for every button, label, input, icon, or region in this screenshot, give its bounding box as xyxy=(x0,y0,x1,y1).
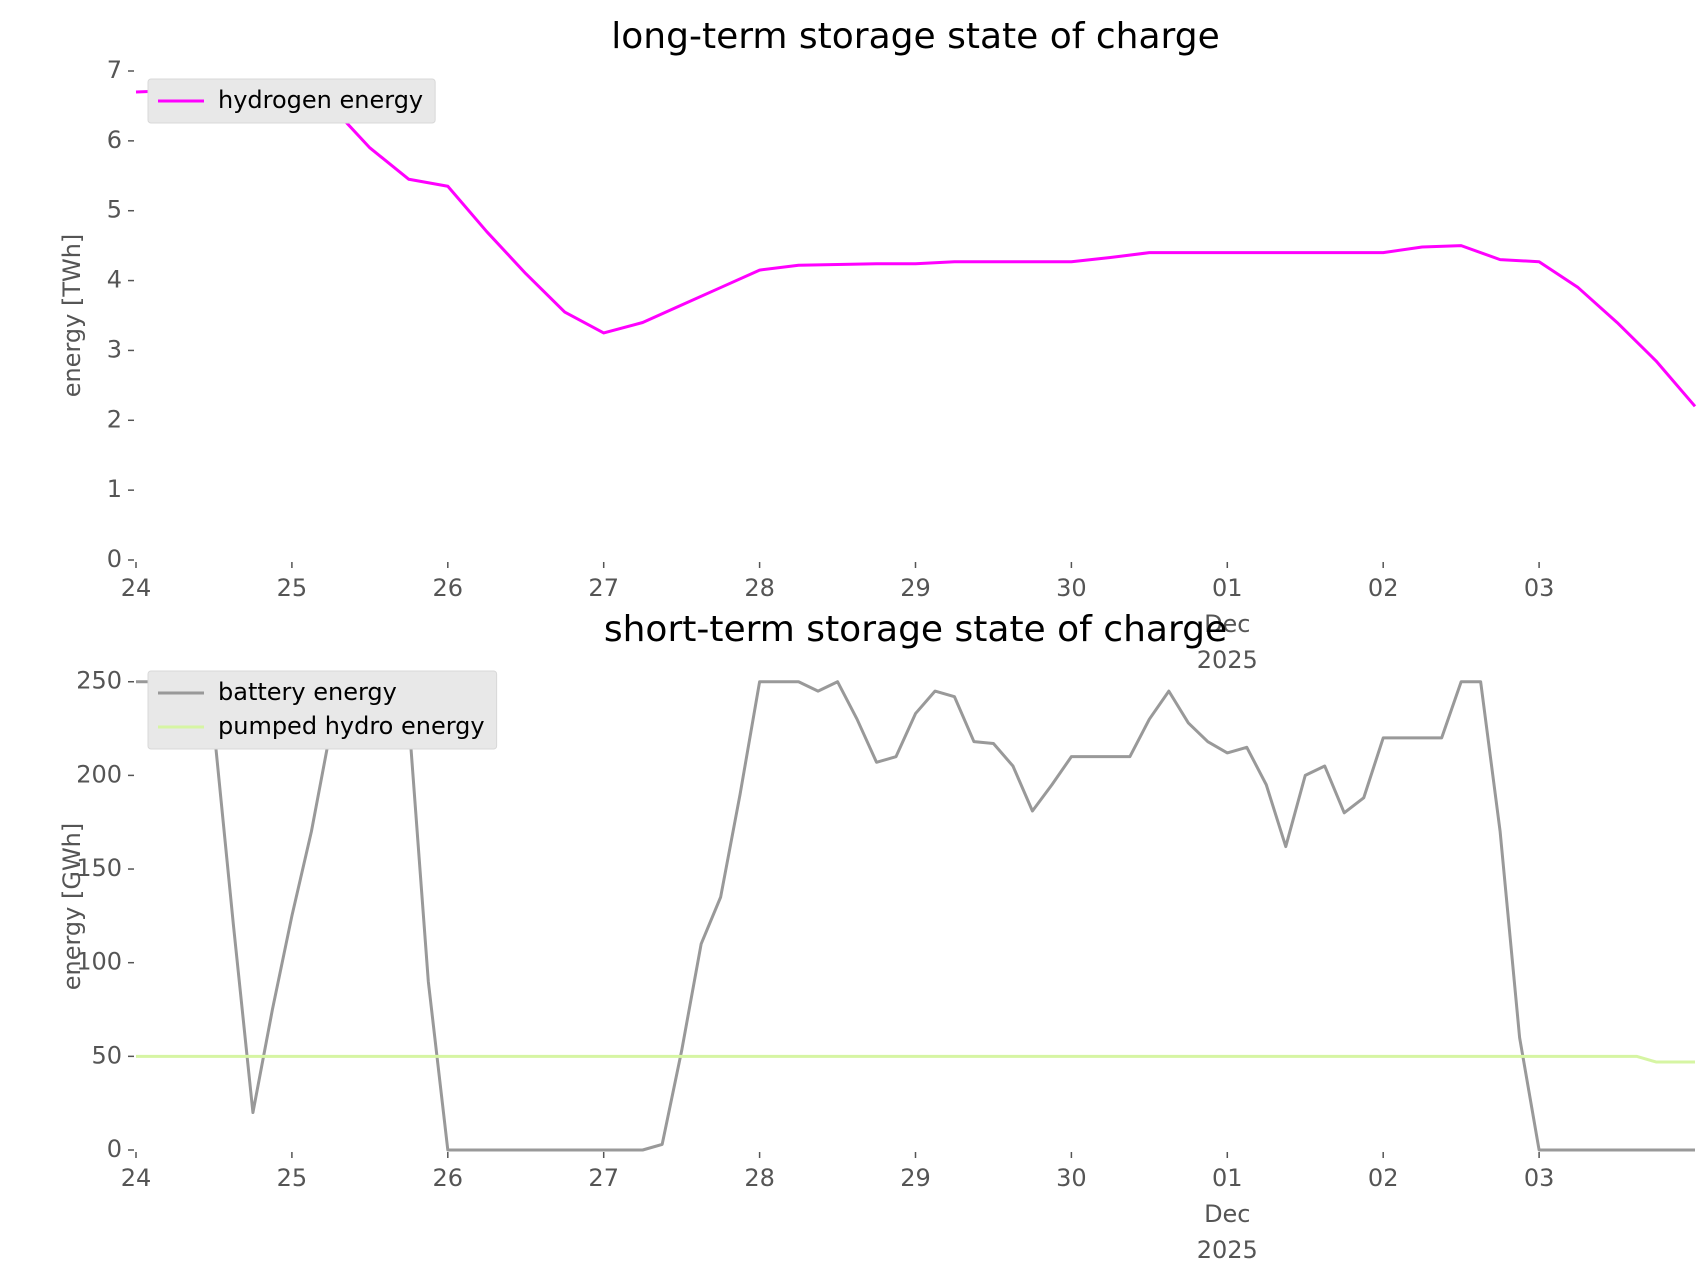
x-tick-label: 01 Dec 2025 xyxy=(1197,574,1258,674)
series-line xyxy=(136,680,1695,1152)
y-tick-label: 5 xyxy=(107,196,122,224)
y-tick-label: 4 xyxy=(107,266,122,294)
x-tick-label: 30 xyxy=(1056,1164,1087,1192)
x-tick-label: 28 xyxy=(744,1164,775,1192)
x-tick-label: 27 xyxy=(588,1164,619,1192)
y-tick-label: 200 xyxy=(76,760,122,788)
x-tick-label: 01 Dec 2025 xyxy=(1197,1164,1258,1264)
x-tick-label: 29 xyxy=(900,1164,931,1192)
y-tick-label: 2 xyxy=(107,405,122,433)
y-tick-label: 0 xyxy=(107,1135,122,1163)
legend-box xyxy=(147,670,498,750)
x-tick-label: 24 xyxy=(121,1164,152,1192)
x-tick-label: 26 xyxy=(433,574,464,602)
legend-label: battery energy xyxy=(218,678,397,706)
y-axis-label: energy [GWh] xyxy=(58,823,86,991)
chart-title: short-term storage state of charge xyxy=(604,609,1227,650)
x-tick-label: 25 xyxy=(277,1164,308,1192)
legend-label: hydrogen energy xyxy=(218,86,423,114)
y-tick-label: 100 xyxy=(76,948,122,976)
chart-title: long-term storage state of charge xyxy=(611,16,1219,57)
x-tick-label: 03 xyxy=(1524,1164,1555,1192)
x-tick-label: 24 xyxy=(121,574,152,602)
legend-box xyxy=(147,78,436,124)
x-tick-label: 03 xyxy=(1524,574,1555,602)
x-tick-label: 28 xyxy=(744,574,775,602)
series-line xyxy=(136,1054,1695,1064)
y-tick-label: 0 xyxy=(107,545,122,573)
y-axis-label: energy [TWh] xyxy=(58,234,86,398)
legend-label: pumped hydro energy xyxy=(218,712,485,740)
x-tick-label: 27 xyxy=(588,574,619,602)
x-tick-label: 02 xyxy=(1368,574,1399,602)
y-tick-label: 250 xyxy=(76,667,122,695)
x-tick-label: 25 xyxy=(277,574,308,602)
y-tick-label: 1 xyxy=(107,475,122,503)
x-tick-label: 30 xyxy=(1056,574,1087,602)
y-tick-label: 6 xyxy=(107,126,122,154)
y-tick-label: 150 xyxy=(76,854,122,882)
x-tick-label: 26 xyxy=(433,1164,464,1192)
x-tick-label: 29 xyxy=(900,574,931,602)
y-tick-label: 7 xyxy=(107,56,122,84)
x-tick-label: 02 xyxy=(1368,1164,1399,1192)
y-tick-label: 50 xyxy=(91,1041,122,1069)
y-tick-label: 3 xyxy=(107,335,122,363)
series-line xyxy=(135,89,1697,408)
